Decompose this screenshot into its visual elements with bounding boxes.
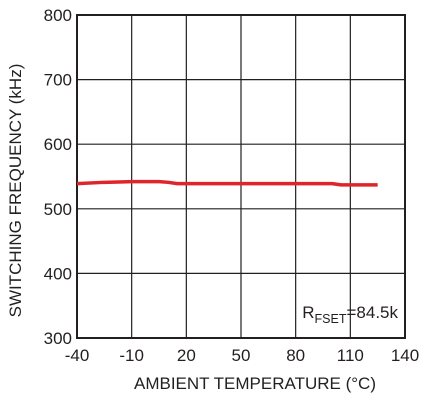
annotation-main: R bbox=[302, 303, 314, 322]
y-tick-labels: 300 400 500 600 700 800 bbox=[44, 6, 72, 348]
annotation-value: =84.5k bbox=[346, 303, 398, 322]
annotation-subscript: FSET bbox=[315, 312, 347, 326]
x-tick-label: -40 bbox=[65, 346, 90, 365]
grid bbox=[77, 15, 405, 338]
y-tick-label: 400 bbox=[44, 264, 72, 283]
y-axis-label: SWITCHING FREQUENCY (kHz) bbox=[6, 64, 25, 318]
x-tick-label: 140 bbox=[391, 346, 419, 365]
x-tick-label: 50 bbox=[232, 346, 251, 365]
y-tick-label: 700 bbox=[44, 71, 72, 90]
x-tick-label: -10 bbox=[119, 346, 144, 365]
series-line bbox=[76, 179, 378, 187]
rfset-annotation: RFSET=84.5k bbox=[302, 303, 398, 326]
plot-frame bbox=[76, 14, 406, 339]
x-tick-labels: -40 -10 20 50 80 110 140 bbox=[65, 346, 419, 365]
y-tick-label: 500 bbox=[44, 200, 72, 219]
x-axis-label: AMBIENT TEMPERATURE (°C) bbox=[134, 374, 376, 393]
svg-text:RFSET=84.5k: RFSET=84.5k bbox=[302, 303, 398, 326]
x-tick-label: 80 bbox=[286, 346, 305, 365]
y-tick-label: 600 bbox=[44, 135, 72, 154]
x-tick-label: 110 bbox=[337, 346, 364, 365]
y-tick-label: 300 bbox=[44, 329, 72, 348]
x-tick-label: 20 bbox=[177, 346, 196, 365]
series-group bbox=[76, 179, 378, 187]
y-tick-label: 800 bbox=[44, 6, 72, 25]
